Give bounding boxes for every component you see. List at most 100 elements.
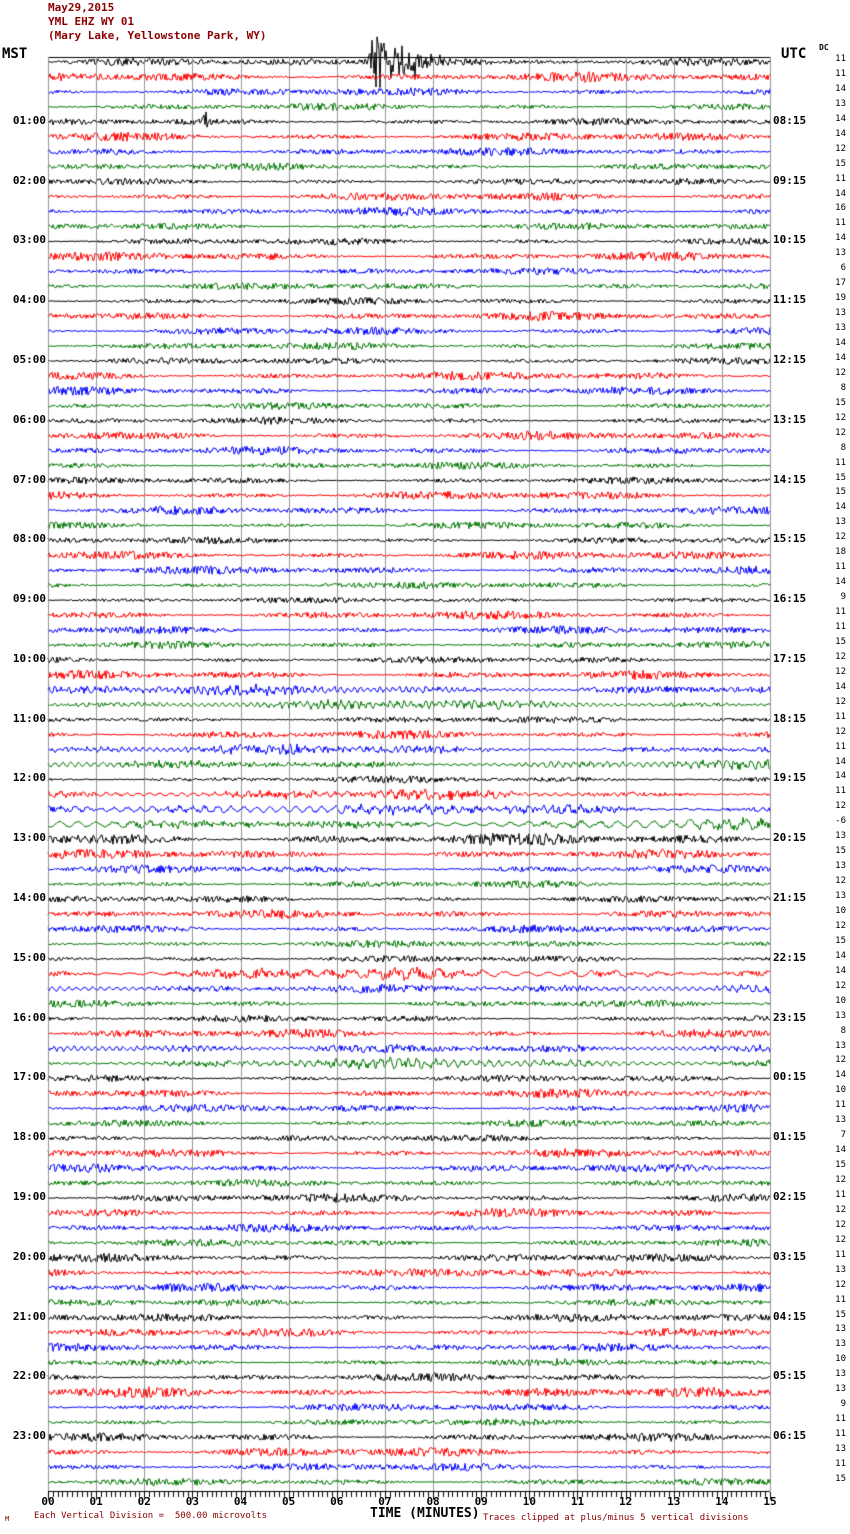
dc-value: 13: [835, 98, 846, 109]
dc-value: 14: [835, 128, 846, 139]
utc-hour-label: 06:15: [773, 1429, 807, 1443]
dc-value: 14: [835, 681, 846, 692]
dc-value: 19: [835, 293, 846, 304]
dc-value: 14: [835, 756, 846, 767]
dc-value: 13: [835, 1040, 846, 1051]
dc-value: 11: [835, 607, 846, 618]
dc-value: 11: [835, 1189, 846, 1200]
mst-hour-label: 18:00: [12, 1130, 46, 1144]
dc-value: 13: [835, 1010, 846, 1021]
dc-value: 14: [835, 965, 846, 976]
utc-hour-label: 15:15: [773, 532, 807, 546]
dc-value: 14: [835, 577, 846, 588]
utc-hour-label: 08:15: [773, 113, 807, 127]
dc-value: 9: [840, 1399, 846, 1410]
dc-value: 12: [835, 666, 846, 677]
dc-value: 13: [835, 323, 846, 334]
dc-value: 15: [835, 846, 846, 857]
mst-hour-label: 13:00: [12, 831, 46, 845]
dc-value: 18: [835, 547, 846, 558]
corner-mark: M: [5, 1515, 10, 1523]
dc-value: 10: [835, 1354, 846, 1365]
mst-hour-label: 20:00: [12, 1249, 46, 1263]
dc-value: 13: [835, 248, 846, 259]
utc-hour-label: 11:15: [773, 293, 807, 307]
axis-tick-label: 00: [41, 1495, 55, 1508]
dc-value: 17: [835, 278, 846, 289]
dc-value: 12: [835, 1219, 846, 1230]
dc-value: 10: [835, 995, 846, 1006]
dc-value: 12: [835, 920, 846, 931]
mst-hour-label: 03:00: [12, 233, 46, 247]
utc-hour-label: 12:15: [773, 352, 807, 366]
mst-hour-label: 10:00: [12, 651, 46, 665]
dc-value: 11: [835, 218, 846, 229]
mst-hour-label: 01:00: [12, 113, 46, 127]
mst-hour-label: 08:00: [12, 532, 46, 546]
dc-value: 12: [835, 696, 846, 707]
utc-hour-label: 13:15: [773, 412, 807, 426]
utc-hour-label: 17:15: [773, 651, 807, 665]
utc-hour-label: 02:15: [773, 1189, 807, 1203]
axis-tick-label: 03: [185, 1495, 200, 1508]
axis-tick-label: 10: [522, 1495, 536, 1508]
utc-hour-label: 18:15: [773, 711, 807, 725]
mst-hour-label: 11:00: [12, 711, 46, 725]
dc-value: 8: [840, 1025, 846, 1036]
axis-tick-label: 15: [763, 1495, 777, 1508]
utc-hour-label: 01:15: [773, 1130, 807, 1144]
dc-value: 10: [835, 905, 846, 916]
dc-value: 15: [835, 636, 846, 647]
dc-value: 11: [835, 173, 846, 184]
dc-value: 15: [835, 1309, 846, 1320]
dc-value: 11: [835, 621, 846, 632]
dc-value: 8: [840, 442, 846, 453]
dc-value: 12: [835, 412, 846, 423]
dc-value: 13: [835, 1115, 846, 1126]
utc-hour-label: 05:15: [773, 1369, 807, 1383]
axis-tick-label: 04: [233, 1495, 248, 1508]
dc-value: 12: [835, 1204, 846, 1215]
dc-value: 15: [835, 1473, 846, 1484]
dc-value: 7: [840, 1130, 846, 1141]
dc-value: 11: [835, 562, 846, 573]
utc-hour-label: 09:15: [773, 173, 807, 187]
dc-value: 13: [835, 308, 846, 319]
utc-timezone-label: UTC: [781, 46, 807, 62]
mst-hour-label: 06:00: [12, 412, 46, 426]
utc-hour-label: 20:15: [773, 831, 807, 845]
axis-tick-label: 01: [89, 1495, 103, 1508]
axis-tick-label: 08: [426, 1495, 440, 1508]
dc-value: 9: [840, 592, 846, 603]
header-location: (Mary Lake, Yellowstone Park, WY): [48, 29, 267, 42]
dc-value: 15: [835, 158, 846, 169]
dc-value: 14: [835, 1145, 846, 1156]
dc-value: 12: [835, 1175, 846, 1186]
axis-tick-label: 05: [282, 1495, 296, 1508]
dc-value: 15: [835, 935, 846, 946]
dc-value: 13: [835, 517, 846, 528]
dc-value: 12: [835, 1055, 846, 1066]
dc-value: 14: [835, 233, 846, 244]
utc-hour-label: 10:15: [773, 233, 807, 247]
mst-hour-label: 15:00: [12, 950, 46, 964]
mst-hour-label: 02:00: [12, 173, 46, 187]
axis-tick-label: 13: [667, 1495, 681, 1508]
mst-hour-label: 19:00: [12, 1189, 46, 1203]
scale-note: Each Vertical Division = 500.00 microvol…: [34, 1511, 267, 1521]
utc-hour-label: 22:15: [773, 950, 807, 964]
axis-tick-label: 02: [137, 1495, 151, 1508]
dc-value: 8: [840, 382, 846, 393]
axis-tick-label: 06: [330, 1495, 344, 1508]
utc-hour-label: 16:15: [773, 592, 807, 606]
dc-value: 11: [835, 741, 846, 752]
dc-value: 11: [835, 1429, 846, 1440]
mst-hour-label: 14:00: [12, 891, 46, 905]
mst-hour-label: 09:00: [12, 592, 46, 606]
dc-value: 13: [835, 1264, 846, 1275]
dc-value: 11: [835, 1414, 846, 1425]
dc-value: 13: [835, 1384, 846, 1395]
utc-hour-label: 04:15: [773, 1309, 807, 1323]
utc-hour-label: 19:15: [773, 771, 807, 785]
